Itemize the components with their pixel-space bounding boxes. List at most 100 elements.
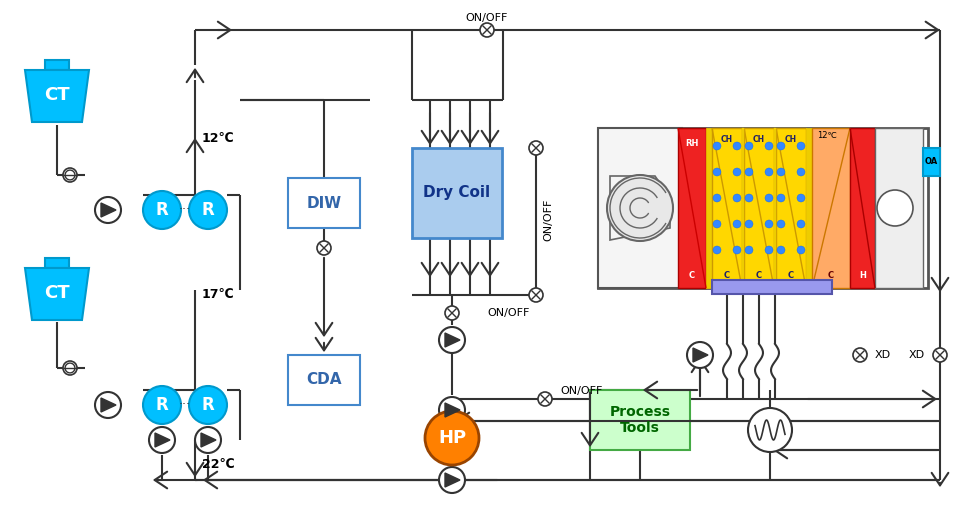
Circle shape (797, 246, 805, 254)
Circle shape (439, 327, 465, 353)
Circle shape (317, 241, 331, 255)
Polygon shape (201, 433, 216, 447)
Text: 17℃: 17℃ (202, 289, 234, 301)
Circle shape (63, 361, 77, 375)
Circle shape (445, 306, 459, 320)
Circle shape (95, 197, 121, 223)
Circle shape (425, 411, 479, 465)
Text: C: C (788, 271, 794, 280)
Circle shape (529, 288, 543, 302)
Bar (776, 128, 806, 288)
Circle shape (745, 142, 753, 150)
Text: H: H (859, 271, 866, 280)
Circle shape (195, 427, 221, 453)
Text: CH: CH (753, 135, 765, 144)
Circle shape (853, 348, 867, 362)
Text: C: C (689, 271, 695, 280)
Circle shape (777, 220, 785, 228)
Text: Dry Coil: Dry Coil (423, 185, 491, 201)
Circle shape (745, 246, 753, 254)
Bar (598, 128, 928, 288)
Circle shape (63, 168, 77, 182)
Circle shape (765, 168, 773, 176)
Circle shape (529, 141, 543, 155)
Text: ON/OFF: ON/OFF (466, 13, 508, 23)
Text: XD: XD (875, 350, 891, 360)
Bar (45, 258, 69, 268)
Bar (706, 128, 712, 288)
Polygon shape (25, 70, 89, 122)
Circle shape (713, 246, 721, 254)
Text: R: R (156, 201, 168, 219)
Circle shape (777, 142, 785, 150)
Circle shape (777, 194, 785, 202)
Bar (45, 60, 69, 70)
Text: R: R (202, 201, 214, 219)
Circle shape (933, 348, 947, 362)
Circle shape (95, 392, 121, 418)
Circle shape (189, 386, 227, 424)
Bar (288, 178, 360, 228)
Text: 22℃: 22℃ (202, 458, 234, 471)
Polygon shape (693, 348, 708, 362)
Circle shape (777, 168, 785, 176)
Circle shape (189, 191, 227, 229)
Bar (744, 128, 774, 288)
Bar (590, 390, 690, 450)
Bar (678, 128, 706, 288)
Circle shape (480, 23, 494, 37)
Text: CH: CH (721, 135, 733, 144)
Bar (875, 128, 923, 288)
Text: R: R (202, 396, 214, 414)
Circle shape (607, 175, 673, 241)
Bar (850, 128, 875, 288)
Text: ON/OFF: ON/OFF (560, 386, 602, 396)
Circle shape (797, 194, 805, 202)
Text: C: C (724, 271, 730, 280)
Text: HP: HP (438, 429, 466, 447)
Circle shape (745, 220, 753, 228)
Text: CT: CT (44, 284, 70, 302)
Polygon shape (445, 403, 460, 417)
Polygon shape (155, 433, 170, 447)
Bar (806, 128, 812, 288)
Bar (774, 128, 776, 288)
Bar (812, 128, 850, 288)
Circle shape (149, 427, 175, 453)
Circle shape (733, 220, 741, 228)
Circle shape (745, 194, 753, 202)
Circle shape (713, 194, 721, 202)
Text: XD: XD (909, 350, 925, 360)
Circle shape (745, 168, 753, 176)
Circle shape (765, 246, 773, 254)
Circle shape (765, 194, 773, 202)
Bar (598, 128, 682, 288)
Bar (742, 128, 744, 288)
Circle shape (713, 220, 721, 228)
Circle shape (143, 191, 181, 229)
Text: ON/OFF: ON/OFF (487, 308, 529, 318)
Circle shape (733, 246, 741, 254)
Polygon shape (445, 333, 460, 347)
Text: CH: CH (785, 135, 797, 144)
Text: CT: CT (44, 86, 70, 104)
Circle shape (143, 386, 181, 424)
Text: R: R (156, 396, 168, 414)
Text: Process
Tools: Process Tools (610, 405, 670, 435)
Text: ON/OFF: ON/OFF (543, 199, 553, 241)
Text: DIW: DIW (306, 195, 342, 211)
Bar (712, 128, 742, 288)
Bar (712, 280, 832, 294)
Circle shape (733, 168, 741, 176)
Polygon shape (101, 203, 116, 217)
Polygon shape (445, 473, 460, 487)
Polygon shape (101, 398, 116, 412)
Text: CDA: CDA (306, 373, 342, 387)
Circle shape (797, 168, 805, 176)
Bar (412, 148, 502, 238)
Circle shape (713, 168, 721, 176)
Text: C: C (828, 271, 834, 280)
Text: RH: RH (685, 139, 699, 148)
Circle shape (733, 194, 741, 202)
Bar (923, 148, 940, 176)
